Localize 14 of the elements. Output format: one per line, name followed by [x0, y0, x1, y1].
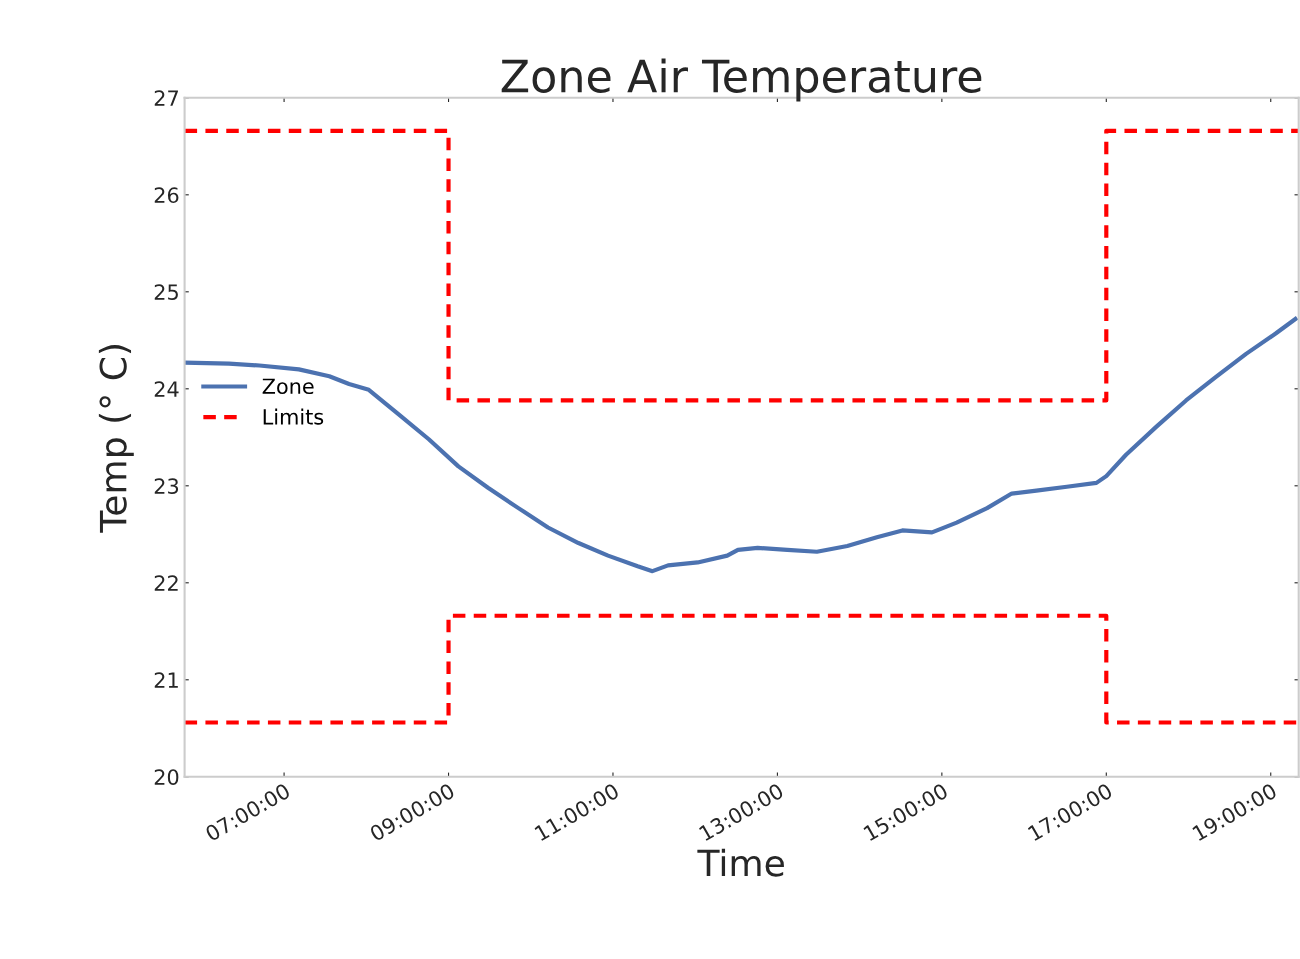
y-tick-label: 27 [154, 90, 178, 106]
y-tick-label: 21 [154, 672, 178, 688]
y-axis-title: Temp (° C) [98, 345, 134, 533]
x-axis-title: Time [697, 848, 784, 877]
y-tick-label: 23 [154, 478, 179, 495]
legend-label: Limits [263, 408, 324, 425]
y-tick-label: 25 [154, 284, 178, 301]
y-tick-label: 22 [154, 575, 178, 591]
y-tick-label: 24 [154, 381, 179, 397]
y-tick-label: 26 [154, 187, 179, 204]
legend-label: Zone [262, 378, 314, 395]
line-series [184, 316, 1298, 574]
chart-title: Zone Air Temperature [501, 58, 982, 102]
y-tick-label: 20 [154, 769, 179, 785]
